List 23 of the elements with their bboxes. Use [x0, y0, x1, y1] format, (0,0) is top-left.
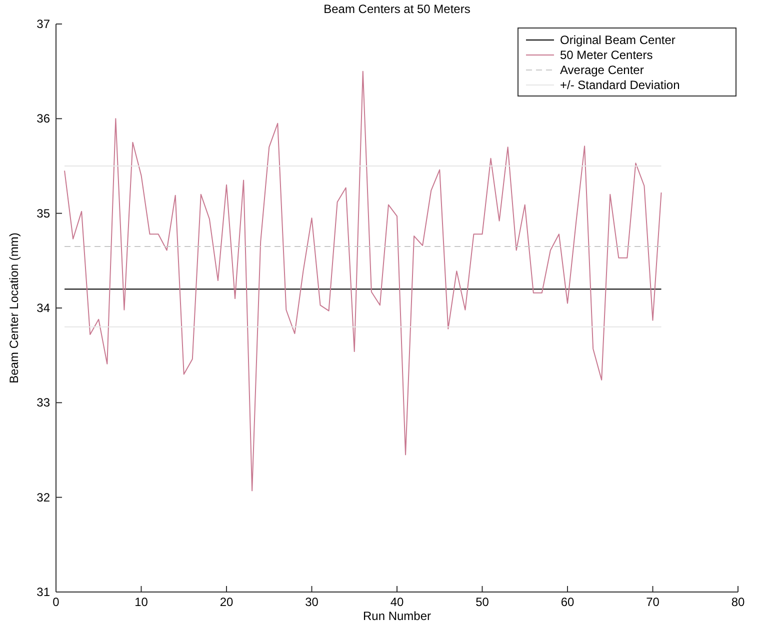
x-tick-label: 50 [476, 595, 490, 609]
x-tick-label: 30 [305, 595, 319, 609]
y-axis-title: Beam Center Location (mm) [7, 232, 21, 384]
y-tick-label: 31 [36, 585, 50, 599]
y-tick-label: 34 [36, 301, 50, 315]
x-tick-label: 60 [560, 595, 574, 609]
y-tick-label: 35 [36, 206, 50, 220]
y-tick-label: 33 [36, 396, 50, 410]
y-tick-label: 32 [36, 490, 50, 504]
legend-label: +/- Standard Deviation [560, 78, 680, 92]
x-tick-label: 80 [731, 595, 745, 609]
x-axis-title: Run Number [362, 609, 432, 623]
legend-label: Original Beam Center [560, 33, 676, 47]
chart-title: Beam Centers at 50 Meters [324, 2, 470, 16]
x-tick-label: 0 [52, 595, 60, 609]
x-tick-label: 20 [220, 595, 234, 609]
x-tick-label: 70 [646, 595, 660, 609]
legend-label: Average Center [560, 63, 644, 77]
x-tick-label: 40 [390, 595, 404, 609]
legend-label: 50 Meter Centers [560, 48, 653, 62]
x-tick-label: 10 [134, 595, 148, 609]
y-tick-label: 36 [36, 112, 50, 126]
y-tick-label: 37 [36, 17, 50, 31]
